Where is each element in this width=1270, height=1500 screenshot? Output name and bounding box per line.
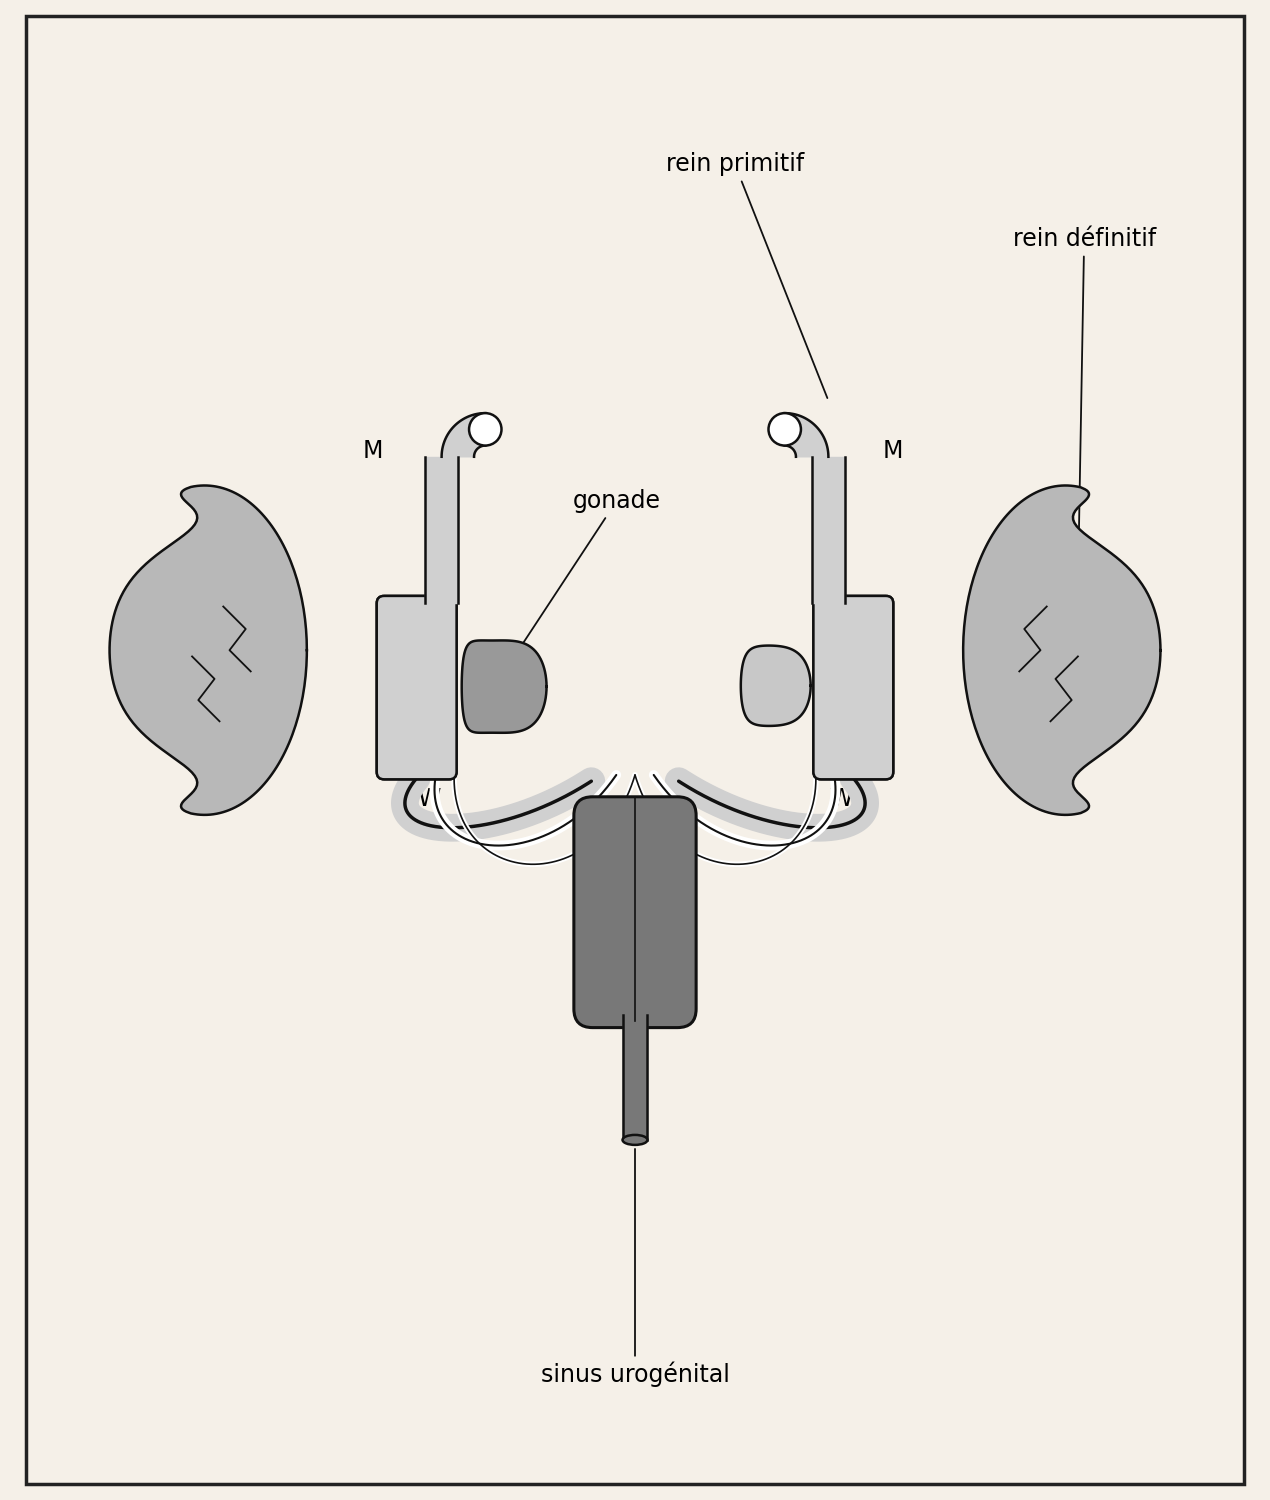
Polygon shape [813,458,845,603]
Circle shape [469,413,502,446]
Polygon shape [740,645,810,726]
Text: rein définitif: rein définitif [1012,226,1156,585]
Text: M: M [363,438,384,462]
Polygon shape [109,486,307,814]
Ellipse shape [622,1136,648,1144]
Text: W: W [829,788,852,812]
Polygon shape [462,640,546,734]
FancyBboxPatch shape [377,596,457,780]
Text: W: W [418,788,441,812]
Circle shape [768,413,801,446]
Text: gonade: gonade [512,489,660,660]
Polygon shape [622,1016,648,1140]
Text: rein primitif: rein primitif [665,152,827,398]
Polygon shape [425,458,457,603]
Text: M: M [883,438,903,462]
Text: sinus urogénital: sinus urogénital [541,1149,729,1388]
FancyBboxPatch shape [813,596,893,780]
FancyBboxPatch shape [574,796,696,1028]
FancyBboxPatch shape [813,596,893,780]
Polygon shape [442,413,485,458]
FancyBboxPatch shape [377,596,457,780]
Polygon shape [785,413,828,458]
Polygon shape [963,486,1161,814]
